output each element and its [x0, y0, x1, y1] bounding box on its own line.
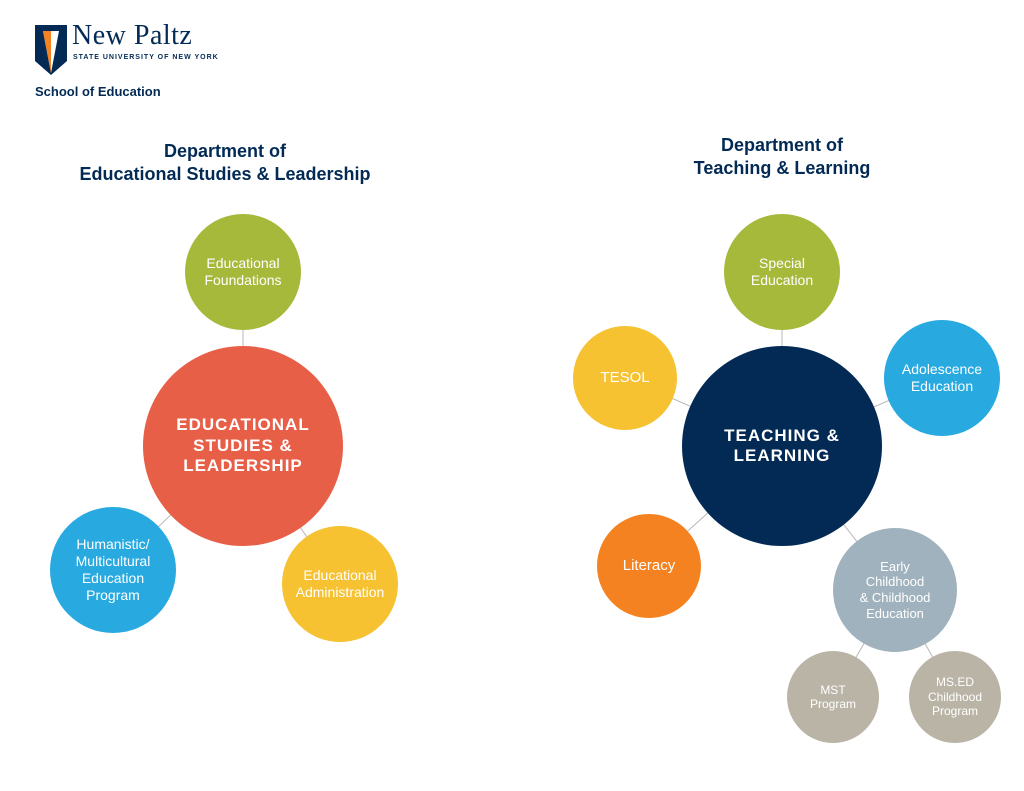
node-1-3: Literacy: [597, 514, 701, 618]
node-0-1: Educational Administration: [282, 526, 398, 642]
node-0-2: Humanistic/ Multicultural Education Prog…: [50, 507, 176, 633]
node-0-0: Educational Foundations: [185, 214, 301, 330]
node-1-0: Special Education: [724, 214, 840, 330]
node-1-2-label: Early Childhood & Childhood Education: [854, 559, 937, 621]
subnode-1-1-label: MS.ED Childhood Program: [922, 675, 988, 718]
node-1-2: Early Childhood & Childhood Education: [833, 528, 957, 652]
subnode-1-1: MS.ED Childhood Program: [909, 651, 1001, 743]
node-1-3-label: Literacy: [617, 557, 682, 575]
hub-node-1: TEACHING & LEARNING: [682, 346, 882, 546]
node-1-1-label: Adolescence Education: [896, 361, 988, 395]
hub-node-1-label: TEACHING & LEARNING: [718, 426, 846, 467]
node-1-4: TESOL: [573, 326, 677, 430]
section-title-0: Department of Educational Studies & Lead…: [25, 140, 425, 187]
hub-node-0: EDUCATIONAL STUDIES & LEADERSHIP: [143, 346, 343, 546]
hub-node-0-label: EDUCATIONAL STUDIES & LEADERSHIP: [170, 415, 315, 476]
node-1-1: Adolescence Education: [884, 320, 1000, 436]
node-0-1-label: Educational Administration: [290, 567, 391, 601]
section-title-1: Department of Teaching & Learning: [582, 134, 982, 181]
node-1-4-label: TESOL: [594, 369, 655, 387]
subnode-1-0: MST Program: [787, 651, 879, 743]
subnode-1-0-label: MST Program: [804, 683, 862, 712]
node-1-0-label: Special Education: [745, 255, 819, 289]
node-0-0-label: Educational Foundations: [198, 255, 287, 289]
node-0-2-label: Humanistic/ Multicultural Education Prog…: [70, 536, 157, 603]
